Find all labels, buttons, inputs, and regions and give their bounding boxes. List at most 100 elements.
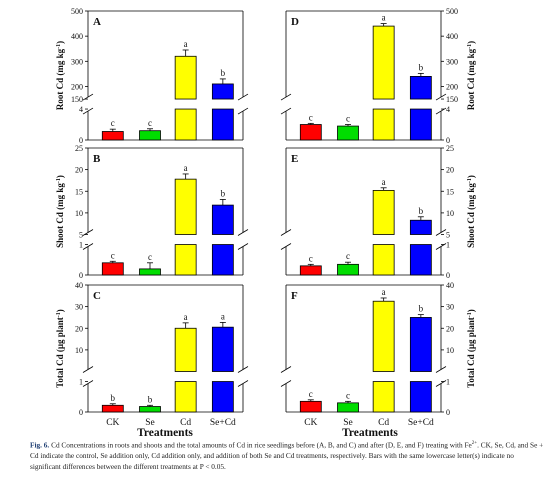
panel-f: 0 1 10 20 30 40 Total Cd (µg plant-1) Fc CK c Se a C… [280, 281, 476, 428]
figure: Treatments Treatments 04150200300400500R… [55, 7, 476, 439]
x-tick-label: Se+Cd [408, 418, 434, 428]
ytick-label: 20 [75, 166, 83, 175]
ytick-label: 5 [79, 231, 83, 240]
significance-letter: a [382, 287, 386, 297]
x-axis-title: Treatments [137, 427, 193, 439]
bar [101, 131, 124, 141]
caption-text: Cd Concentrations in roots and shoots an… [51, 440, 472, 450]
ytick-label: 4 [79, 105, 83, 114]
bar [409, 76, 432, 100]
significance-letter: c [309, 112, 313, 122]
ytick-label: 5 [446, 231, 450, 240]
ytick-label: 20 [446, 166, 454, 175]
break-mark [237, 380, 249, 387]
bar-lower-segment [211, 244, 234, 276]
ytick-label: 0 [446, 271, 450, 280]
caption-text-2: . CK, Se, Cd, and Se + Cd indicate the c… [30, 440, 544, 472]
ytick-label: 10 [446, 209, 454, 218]
x-tick-label: Se [145, 418, 155, 428]
bar-lower-segment [409, 244, 432, 276]
break-mark [435, 243, 447, 250]
break-mark [82, 380, 94, 387]
bar-lower-segment [211, 381, 234, 413]
bar-lower-segment [174, 244, 197, 276]
break-mark [280, 380, 292, 387]
significance-letter: a [184, 312, 188, 322]
y-axis-title: Shoot Cd (mg kg-1) [55, 175, 65, 248]
ytick-label: 0 [446, 408, 450, 417]
y-axis-title-sup: -1 [467, 44, 473, 49]
y-axis-title: Root Cd (mg kg-1) [466, 41, 476, 110]
y-axis-title-sup: -1 [467, 312, 473, 317]
ytick-label: 500 [71, 7, 83, 16]
significance-letter: b [221, 68, 226, 78]
bar [337, 263, 359, 276]
y-axis-title: Shoot Cd (mg kg-1) [466, 175, 476, 248]
significance-letter: a [382, 177, 386, 187]
x-tick-label: CK [106, 418, 119, 428]
significance-letter: c [346, 114, 350, 124]
bar [174, 178, 197, 235]
ytick-label: 0 [79, 271, 83, 280]
bar [101, 262, 124, 276]
y-axis-title-end: ) [466, 41, 476, 44]
x-tick-label: Se [343, 418, 353, 428]
break-mark [237, 229, 249, 236]
significance-letter: b [221, 188, 226, 198]
y-axis-title-end: ) [55, 309, 65, 312]
break-mark [237, 107, 249, 115]
ytick-label: 15 [75, 187, 83, 196]
y-axis-title: Root Cd (mg kg-1) [55, 41, 65, 110]
ytick-label: 30 [75, 303, 83, 312]
ytick-label: 400 [446, 32, 458, 41]
figure-caption: Fig. 6. Cd Concentrations in roots and s… [30, 438, 545, 472]
ytick-label: 1 [446, 241, 450, 250]
bar [372, 300, 395, 372]
bar [139, 268, 161, 276]
break-mark [280, 243, 292, 250]
y-axis-title-end: ) [55, 41, 65, 44]
bar-lower-segment [174, 381, 197, 413]
break-mark [82, 93, 94, 101]
break-mark [280, 93, 292, 101]
ytick-label: 40 [446, 281, 454, 290]
ytick-label: 150 [71, 95, 83, 104]
ytick-label: 25 [446, 144, 454, 153]
bar-lower-segment [174, 108, 197, 141]
break-mark [237, 93, 249, 101]
panel-label: B [93, 153, 101, 165]
x-tick-label: Cd [378, 418, 389, 428]
break-mark [435, 229, 447, 236]
bar [101, 404, 124, 413]
y-axis-title-end: ) [466, 175, 476, 178]
ytick-label: 200 [446, 82, 458, 91]
bar-lower-segment [409, 108, 432, 141]
ytick-label: 10 [446, 346, 454, 355]
x-tick-label: Cd [180, 418, 191, 428]
break-mark [82, 107, 94, 115]
y-axis-title: Total Cd (µg plant-1) [55, 309, 65, 388]
y-axis-title-end: ) [466, 309, 476, 312]
ytick-label: 20 [75, 324, 83, 333]
bar [174, 327, 197, 372]
ytick-label: 150 [446, 95, 458, 104]
bar [409, 219, 432, 235]
ytick-label: 0 [79, 136, 83, 145]
ytick-label: 500 [446, 7, 458, 16]
break-mark [237, 366, 249, 373]
caption-label: Fig. 6. [30, 440, 50, 450]
significance-letter: c [111, 118, 115, 128]
break-mark [435, 93, 447, 101]
bar [372, 25, 395, 100]
x-tick-label: Se+Cd [210, 418, 236, 428]
bar [337, 125, 359, 141]
ytick-label: 1 [446, 378, 450, 387]
break-mark [82, 229, 94, 236]
y-axis-title-sup: -1 [56, 312, 62, 317]
break-mark [82, 366, 94, 373]
bar-lower-segment [409, 381, 432, 413]
significance-letter: c [148, 252, 152, 262]
y-axis-title-end: ) [55, 175, 65, 178]
panel-label: E [291, 153, 298, 165]
